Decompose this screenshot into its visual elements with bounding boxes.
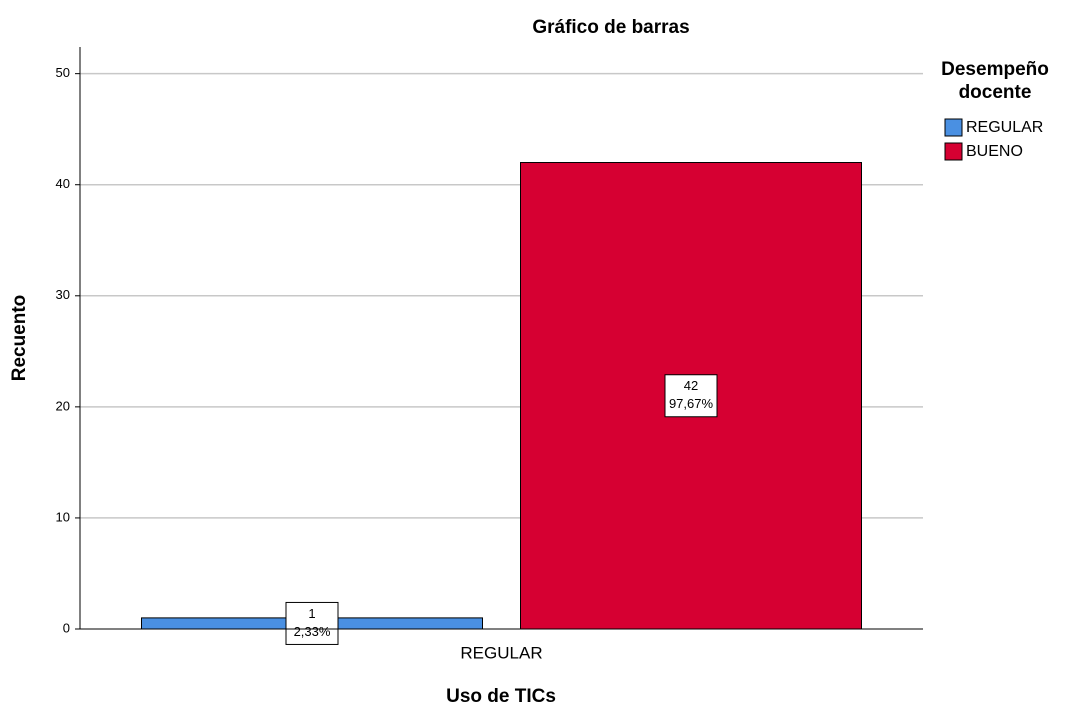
data-label: 2,33%	[294, 624, 331, 639]
data-label: 1	[308, 606, 315, 621]
y-tick-label: 40	[56, 176, 70, 191]
data-label-box	[664, 374, 718, 418]
y-tick-label: 0	[63, 620, 70, 635]
chart-title: Gráfico de barras	[532, 17, 689, 38]
y-tick-label: 20	[56, 398, 70, 413]
data-label-box	[285, 601, 339, 645]
legend-label: REGULAR	[966, 119, 1043, 136]
x-tick-label: REGULAR	[460, 643, 542, 662]
x-axis-label: Uso de TICs	[446, 686, 556, 707]
legend-label: BUENO	[966, 143, 1023, 160]
y-tick-label: 30	[56, 287, 70, 302]
legend-title: Desempeño docente	[941, 59, 1049, 103]
y-tick-label: 50	[56, 65, 70, 80]
y-axis-label: Recuento	[9, 295, 30, 382]
legend-swatch	[944, 142, 963, 161]
legend-swatch	[944, 118, 963, 137]
data-label: 97,67%	[669, 396, 714, 411]
y-tick-label: 10	[56, 509, 70, 524]
data-label: 42	[684, 378, 698, 393]
